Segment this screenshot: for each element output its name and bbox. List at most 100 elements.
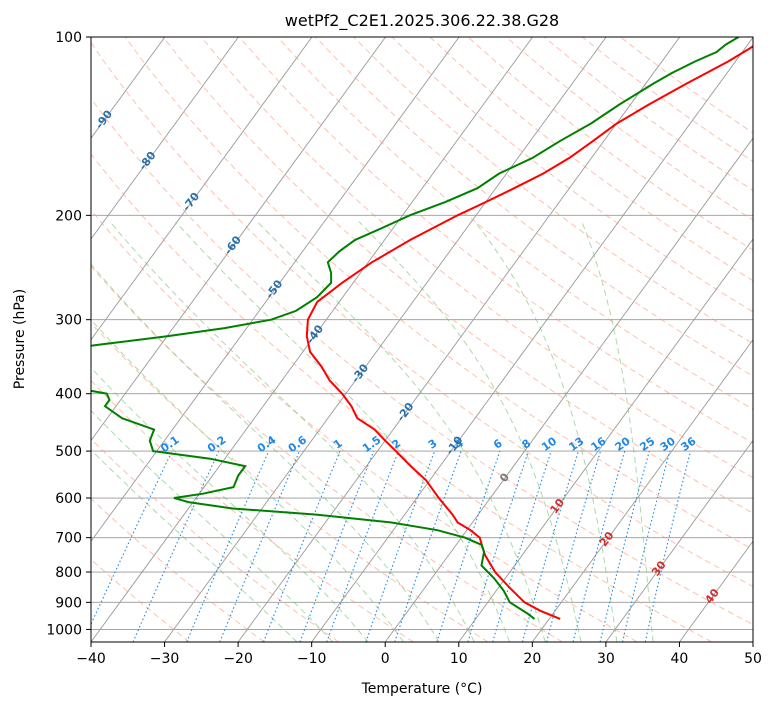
mixing-ratio-line	[521, 450, 579, 642]
isotherm-line	[605, 439, 753, 642]
mixing-ratio-label: 0.6	[286, 433, 310, 455]
moist-adiabat	[175, 221, 511, 642]
moist-adiabat	[474, 221, 618, 642]
plot-frame	[90, 36, 754, 643]
background-lines	[91, 37, 753, 642]
dry-adiabat	[91, 265, 563, 642]
moist-adiabat	[358, 221, 582, 642]
y-axis-title: Pressure (hPa)	[12, 289, 28, 389]
y-tick-label: 100	[55, 30, 82, 46]
moist-adiabat	[581, 221, 654, 642]
isotherm-line	[531, 338, 753, 642]
x-tick-label: 40	[671, 651, 689, 667]
dry-adiabat	[353, 37, 753, 345]
mixing-ratio-line	[492, 450, 552, 642]
isotherm-label: 10	[548, 496, 568, 516]
x-tick-label: 10	[450, 651, 468, 667]
isotherm-label: -100	[46, 64, 73, 94]
isotherm-line	[458, 238, 753, 642]
isotherm-line	[384, 137, 753, 642]
isotherm-label: 20	[597, 529, 617, 549]
isotherm-label: 40	[702, 586, 722, 606]
x-tick-label: 20	[523, 651, 541, 667]
dry-adiabat	[91, 497, 265, 642]
sounding-profiles	[91, 37, 753, 620]
mixing-ratio-line	[644, 450, 692, 642]
isotherm-label: -50	[263, 277, 286, 301]
mixing-ratio-label: 0.4	[255, 433, 279, 455]
y-tick-label: 800	[55, 565, 82, 581]
y-tick-label: 300	[55, 313, 82, 329]
x-tick-label: 50	[744, 651, 762, 667]
dry-adiabat	[91, 322, 489, 642]
dry-adiabat	[91, 379, 414, 642]
isotherm-line	[164, 37, 607, 642]
dewpoint-profile	[91, 37, 740, 620]
dry-adiabat	[91, 97, 753, 626]
x-axis-title: Temperature (°C)	[361, 681, 483, 697]
mixing-ratio-line	[546, 450, 602, 642]
mixing-ratio-line	[467, 450, 529, 642]
dry-adiabat	[124, 37, 753, 550]
mixing-ratio-label: 8	[520, 437, 534, 452]
dry-adiabat	[91, 438, 340, 642]
y-tick-label: 500	[55, 444, 82, 460]
isotherm-label: -20	[394, 400, 417, 424]
isotherm-label: 30	[649, 558, 669, 578]
temperature-profile	[305, 45, 753, 620]
dry-adiabat	[162, 37, 753, 514]
isotherm-line	[752, 641, 753, 642]
mixing-ratio-label: 1.5	[360, 433, 383, 455]
mixing-ratio-line	[326, 450, 399, 642]
mixing-ratio-line	[186, 450, 270, 642]
dry-adiabat	[91, 558, 191, 642]
isotherm-label: -10	[443, 433, 466, 457]
mixing-ratio-label: 2	[390, 437, 404, 452]
moist-adiabat	[257, 221, 546, 642]
moist-adiabat	[109, 221, 475, 642]
x-tick-label: −40	[76, 651, 106, 667]
mixing-ratio-line	[299, 450, 375, 642]
moist-adiabat	[91, 409, 334, 642]
dry-adiabat	[277, 37, 753, 410]
mixing-ratio-line	[262, 450, 341, 642]
mixing-ratio-line	[599, 450, 650, 642]
y-tick-label: 600	[55, 491, 82, 507]
chart-title: wetPf2_C2E1.2025.306.22.38.G28	[285, 11, 559, 31]
dry-adiabat	[467, 37, 753, 251]
dry-adiabat	[543, 37, 753, 192]
dry-adiabat	[91, 41, 753, 588]
mixing-ratio-line	[394, 450, 462, 642]
mixing-ratio-line	[572, 450, 626, 642]
isotherm-label: 0	[497, 470, 512, 484]
mixing-ratio-line	[436, 450, 501, 642]
moist-adiabat	[91, 263, 440, 642]
y-tick-label: 900	[55, 595, 82, 611]
dry-adiabat	[91, 209, 638, 642]
y-tick-label: 1000	[46, 622, 82, 638]
mixing-ratio-line	[622, 450, 671, 642]
isotherm-line	[91, 37, 534, 642]
y-tick-label: 200	[55, 208, 82, 224]
moist-adiabat	[91, 367, 369, 642]
x-tick-label: −30	[150, 651, 180, 667]
moist-adiabat	[91, 449, 298, 642]
dry-adiabat	[315, 37, 753, 377]
isotherm-line	[91, 37, 239, 240]
mixing-ratio-line	[365, 450, 436, 642]
axes: −40 −30 −20 −10 0 10 20 30 40 5010020030040050060…	[46, 30, 762, 667]
mixing-ratio-line	[91, 450, 173, 626]
isotherm-line	[91, 37, 313, 341]
x-tick-label: −20	[223, 651, 253, 667]
isotherm-line	[91, 37, 386, 442]
isotherm-label: -30	[349, 361, 372, 385]
isotherm-line	[679, 540, 753, 642]
mixing-ratio-line	[132, 450, 220, 642]
mixing-ratio-label: 3	[426, 437, 440, 452]
dry-adiabat	[91, 153, 713, 642]
isotherm-label: -90	[93, 107, 116, 131]
dry-adiabat	[505, 37, 753, 221]
y-tick-label: 700	[55, 531, 82, 547]
x-tick-label: 30	[597, 651, 615, 667]
